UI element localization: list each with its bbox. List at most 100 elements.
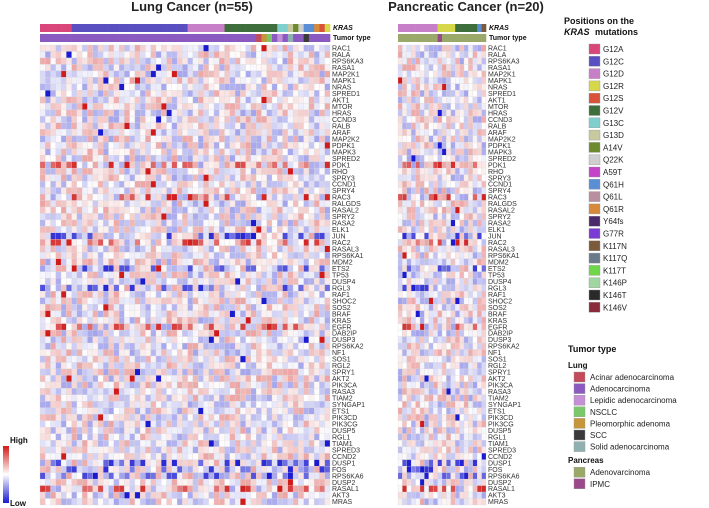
heatmap-cell (108, 51, 114, 59)
heatmap-cell (256, 323, 262, 331)
heatmap-cell (303, 271, 310, 279)
heatmap-cell (441, 96, 447, 104)
heatmap-cell (397, 122, 403, 130)
heatmap-cell (234, 349, 241, 357)
heatmap-cell (433, 232, 438, 240)
lung-kras-cell (308, 24, 315, 32)
heatmap-cell (87, 129, 93, 136)
heatmap-cell (229, 206, 236, 214)
heatmap-cell (213, 167, 220, 175)
heatmap-cell (97, 401, 104, 408)
heatmap-cell (187, 446, 194, 454)
heatmap-cell (428, 187, 434, 195)
heatmap-cell (155, 362, 162, 370)
heatmap-cell (266, 161, 273, 169)
heatmap-cell (250, 466, 257, 473)
heatmap-cell (108, 180, 114, 188)
heatmap-cell (203, 90, 209, 97)
lung-tumor-cell (150, 34, 157, 42)
heatmap-cell (155, 466, 162, 473)
heatmap-cell (92, 271, 99, 279)
heatmap-cell (192, 388, 199, 395)
heatmap-cell (82, 420, 88, 428)
heatmap-cell (271, 407, 278, 415)
heatmap-cell (282, 245, 288, 253)
heatmap-cell (277, 478, 283, 486)
heatmap-cell (55, 271, 62, 279)
heatmap-cell (176, 70, 183, 78)
heatmap-cell (219, 453, 225, 460)
heatmap-cell (234, 278, 241, 285)
heatmap-cell (277, 239, 283, 246)
heatmap-cell (150, 485, 157, 493)
heatmap-cell (224, 122, 230, 130)
heatmap-cell (103, 342, 109, 350)
heatmap-cell (282, 103, 288, 110)
heatmap-cell (406, 77, 412, 84)
heatmap-cell (97, 329, 104, 337)
heatmap-cell (314, 77, 320, 84)
heatmap-cell (71, 232, 78, 240)
heatmap-cell (303, 148, 310, 156)
heatmap-cell (287, 336, 294, 344)
heatmap-cell (50, 362, 56, 370)
heatmap-cell (287, 316, 294, 324)
heatmap-cell (124, 291, 130, 298)
heatmap-cell (166, 239, 172, 246)
heatmap-cell (406, 155, 412, 162)
heatmap-cell (245, 193, 252, 201)
heatmap-cell (450, 77, 456, 84)
heatmap-cell (150, 187, 157, 195)
heatmap-cell (140, 271, 146, 279)
heatmap-cell (428, 265, 434, 272)
heatmap-cell (176, 193, 183, 201)
heatmap-cell (97, 453, 104, 460)
heatmap-cell (155, 316, 162, 324)
heatmap-cell (182, 252, 188, 259)
heatmap-cell (240, 116, 246, 123)
heatmap-cell (124, 485, 130, 493)
heatmap-cell (324, 167, 331, 175)
heatmap-cell (433, 291, 438, 298)
heatmap-cell (424, 304, 429, 311)
heatmap-cell (298, 375, 304, 383)
lung-kras-cell (198, 24, 204, 32)
heatmap-cell (203, 200, 209, 208)
heatmap-cell (208, 485, 215, 493)
heatmap-cell (459, 258, 465, 266)
heatmap-cell (166, 77, 172, 84)
heatmap-cell (433, 310, 438, 318)
heatmap-cell (314, 459, 320, 467)
heatmap-cell (161, 297, 167, 305)
heatmap-cell (224, 103, 230, 110)
heatmap-cell (45, 368, 51, 376)
heatmap-cell (134, 478, 141, 486)
heatmap-cell (437, 336, 443, 344)
heatmap-cell (87, 232, 93, 240)
heatmap-cell (277, 401, 283, 408)
heatmap-cell (71, 200, 78, 208)
heatmap-cell (97, 427, 104, 434)
heatmap-cell (192, 329, 199, 337)
heatmap-cell (224, 362, 230, 370)
heatmap-cell (97, 245, 104, 253)
heatmap-cell (118, 116, 125, 123)
pancreatic-kras-cell (459, 24, 465, 32)
heatmap-cell (129, 375, 136, 383)
heatmap-cell (303, 206, 310, 214)
heatmap-cell (198, 368, 204, 376)
heatmap-cell (428, 297, 434, 305)
heatmap-cell (455, 232, 460, 240)
heatmap-cell (176, 51, 183, 59)
heatmap-cell (455, 291, 460, 298)
heatmap-cell (433, 142, 438, 149)
heatmap-cell (203, 329, 209, 337)
heatmap-cell (192, 155, 199, 162)
heatmap-cell (71, 355, 78, 363)
heatmap-cell (229, 368, 236, 376)
heatmap-cell (428, 284, 434, 292)
heatmap-cell (176, 394, 183, 402)
heatmap-cell (176, 226, 183, 234)
heatmap-cell (450, 252, 456, 259)
heatmap-cell (282, 258, 288, 266)
